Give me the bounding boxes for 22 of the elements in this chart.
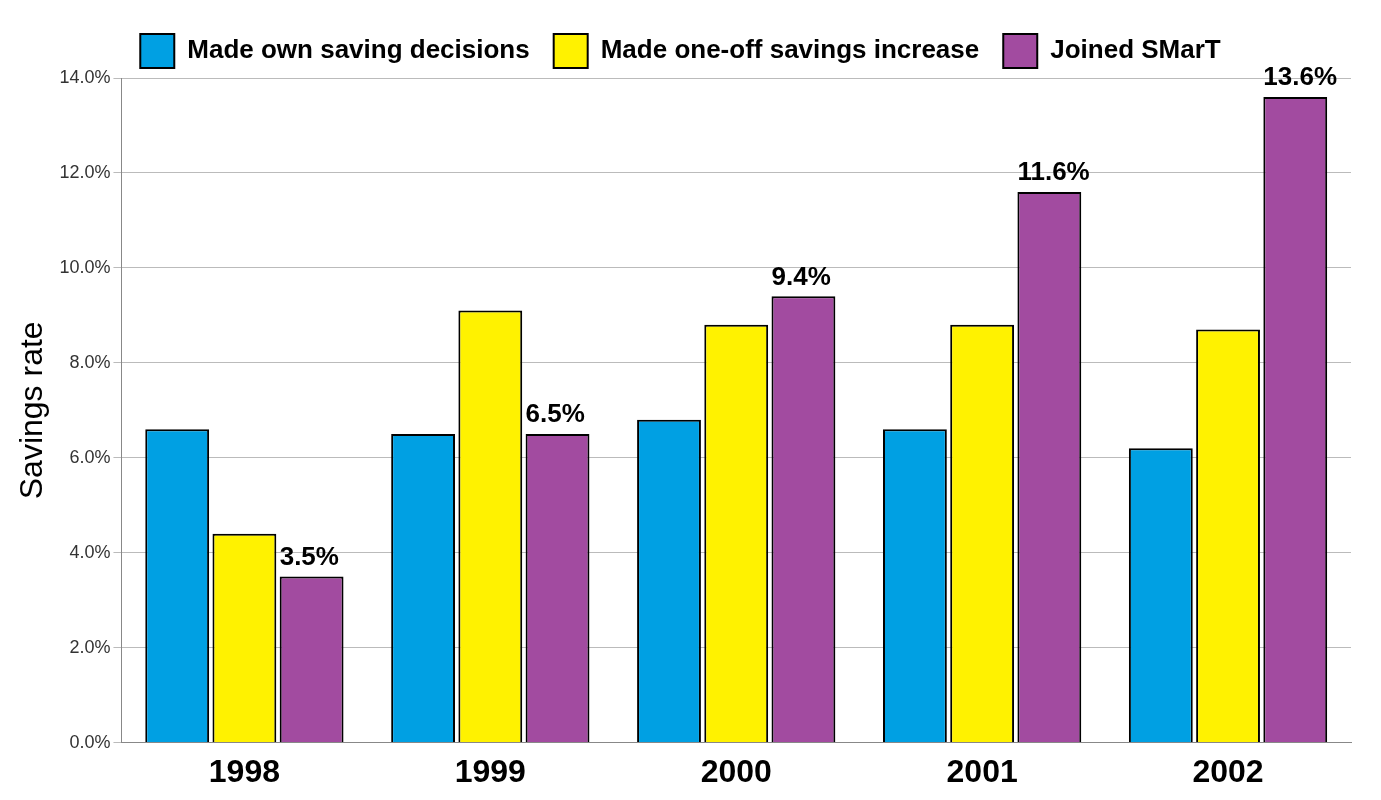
y-tick-label: 4.0% [69,541,111,562]
legend-label: Made one-off savings increase [600,34,980,65]
y-tick-label: 14.0% [59,66,111,87]
y-tick-label: 2.0% [69,636,111,657]
y-tick-label: 6.0% [69,446,111,467]
y-tick-label: 0.0% [69,731,111,752]
y-tick-label: 8.0% [69,351,111,372]
data-label: 6.5% [525,398,585,429]
x-tick-label: 2002 [1192,752,1264,789]
legend-label: Made own saving decisions [187,34,530,65]
x-tick-label: 2001 [946,752,1018,789]
data-label: 9.4% [771,260,831,291]
x-tick-label: 1999 [454,752,526,789]
data-label: 13.6% [1263,61,1338,92]
legend-label: Joined SMarT [1050,34,1221,65]
x-tick-label: 2000 [700,752,772,789]
y-tick-label: 10.0% [59,256,111,277]
y-axis-title: Savings rate [13,321,50,500]
data-label: 3.5% [279,540,339,571]
y-tick-label: 12.0% [59,161,111,182]
data-label: 11.6% [1017,156,1090,187]
x-tick-label: 1998 [208,752,280,789]
